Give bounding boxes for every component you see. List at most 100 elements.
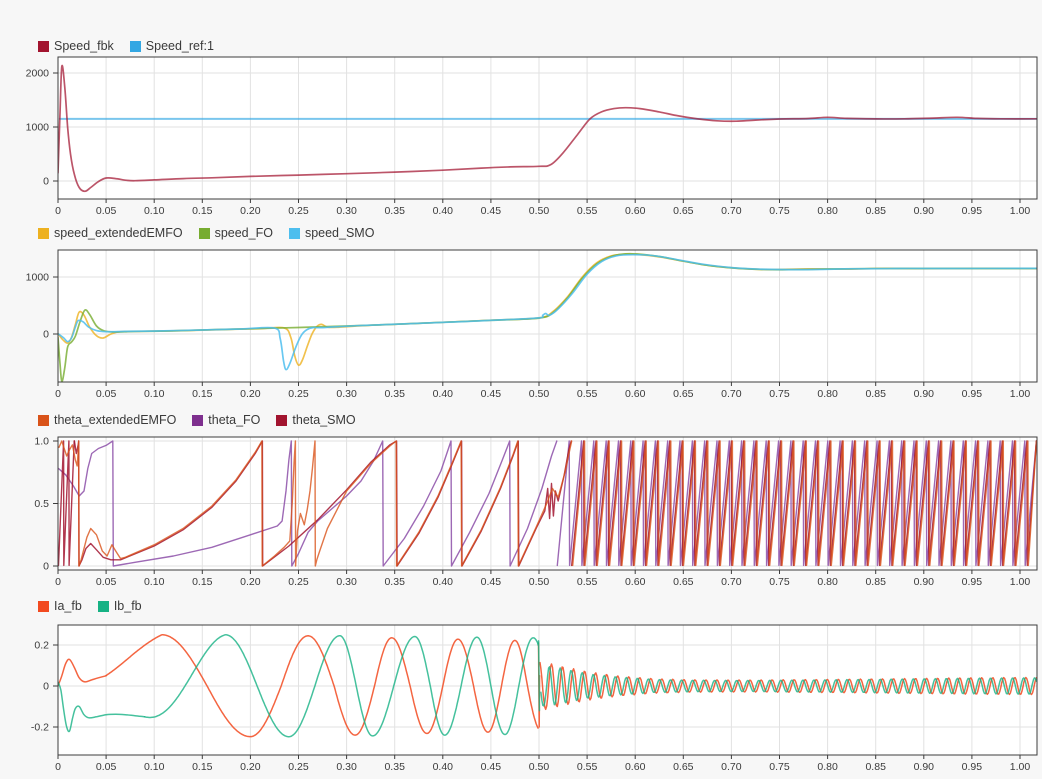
legend-item-speed_extendedEMFO[interactable]: speed_extendedEMFO bbox=[38, 225, 183, 240]
x-tick-label: 1.00 bbox=[1010, 205, 1031, 217]
x-tick-label: 0.15 bbox=[192, 576, 213, 588]
x-tick-label: 0.05 bbox=[96, 761, 117, 773]
chart-theta-observers[interactable]: 0 0.05 0.10 0.15 0.20 0.25 0.30 0.35 0.40 0.45 0.5… bbox=[34, 436, 1038, 589]
y-tick-label: 1.0 bbox=[34, 436, 49, 448]
series-Ib_fb bbox=[58, 681, 146, 733]
x-tick-label: 0.60 bbox=[625, 205, 646, 217]
plot-border bbox=[57, 624, 1038, 756]
x-tick-label: 0.30 bbox=[336, 576, 357, 588]
x-tick-label: 0.75 bbox=[769, 388, 790, 400]
x-tick-label: 0.30 bbox=[336, 205, 357, 217]
series-Ib_fb bbox=[143, 634, 539, 738]
x-tick-label: 0.65 bbox=[673, 388, 694, 400]
x-tick-label: 0 bbox=[55, 576, 61, 588]
x-tick-label: 0.10 bbox=[144, 205, 165, 217]
x-tick-label: 0.90 bbox=[914, 388, 935, 400]
x-tick-label: 1.00 bbox=[1010, 576, 1031, 588]
x-tick-label: 0.65 bbox=[673, 761, 694, 773]
x-tick-label: 1.00 bbox=[1010, 388, 1031, 400]
x-tick-label: 0.50 bbox=[529, 388, 550, 400]
x-tick-label: 0.80 bbox=[817, 388, 838, 400]
x-tick-label: 0.05 bbox=[96, 576, 117, 588]
x-tick-label: 0.50 bbox=[529, 576, 550, 588]
x-tick-label: 0.05 bbox=[96, 205, 117, 217]
legend-label: Ib_fb bbox=[113, 598, 142, 613]
y-tick-label: 2000 bbox=[26, 67, 50, 79]
x-tick-label: 0.45 bbox=[481, 576, 502, 588]
legend-label: speed_extendedEMFO bbox=[54, 225, 183, 240]
x-tick-label: 0.90 bbox=[914, 205, 935, 217]
legend-swatch-icon bbox=[129, 40, 141, 52]
chart-speed-observers[interactable]: 0 0.05 0.10 0.15 0.20 0.25 0.30 0.35 0.40 0.45 0.5… bbox=[26, 249, 1038, 400]
y-tick-label: 0.2 bbox=[34, 640, 49, 652]
x-tick-label: 0.35 bbox=[384, 388, 405, 400]
x-tick-label: 0.45 bbox=[481, 388, 502, 400]
legend-item-theta_FO[interactable]: theta_FO bbox=[192, 413, 260, 427]
x-tick-label: 0.75 bbox=[769, 205, 790, 217]
x-tick-label: 0.20 bbox=[240, 761, 261, 773]
x-tick-label: 0 bbox=[55, 388, 61, 400]
plot-border bbox=[57, 56, 1038, 200]
x-tick-label: 0.50 bbox=[529, 205, 550, 217]
x-tick-label: 0.20 bbox=[240, 388, 261, 400]
x-tick-label: 0.95 bbox=[962, 205, 983, 217]
plot-background[interactable] bbox=[58, 57, 1037, 199]
x-tick-label: 0.90 bbox=[914, 576, 935, 588]
x-tick-label: 0.60 bbox=[625, 388, 646, 400]
y-tick-label: 0 bbox=[43, 561, 49, 573]
legend-speed-feedback: Speed_fbk Speed_ref:1 bbox=[38, 39, 214, 53]
legend-phase-currents: Ia_fb Ib_fb bbox=[38, 599, 142, 613]
x-tick-label: 0.15 bbox=[192, 761, 213, 773]
x-tick-label: 0.75 bbox=[769, 576, 790, 588]
series-Ib_fb bbox=[537, 640, 541, 712]
y-tick-label: 0.5 bbox=[34, 498, 49, 510]
x-tick-label: 0.55 bbox=[577, 205, 598, 217]
x-tick-label: 0.80 bbox=[817, 205, 838, 217]
legend-item-Speed_ref:1[interactable]: Speed_ref:1 bbox=[129, 38, 214, 53]
series-Speed_fbk bbox=[58, 64, 1037, 193]
x-tick-label: 0.35 bbox=[384, 576, 405, 588]
legend-label: Speed_ref:1 bbox=[145, 38, 214, 53]
series-theta_SMO bbox=[58, 440, 75, 567]
y-tick-label: 1000 bbox=[26, 122, 50, 134]
x-tick-label: 0.85 bbox=[865, 576, 886, 588]
legend-item-speed_FO[interactable]: speed_FO bbox=[198, 225, 273, 240]
x-tick-label: 0.20 bbox=[240, 576, 261, 588]
series-theta_SMO bbox=[571, 440, 1037, 567]
x-tick-label: 0.65 bbox=[673, 205, 694, 217]
legend-item-Ia_fb[interactable]: Ia_fb bbox=[38, 599, 82, 613]
x-tick-label: 0.15 bbox=[192, 388, 213, 400]
x-tick-label: 0.70 bbox=[721, 761, 742, 773]
legend-item-theta_extendedEMFO[interactable]: theta_extendedEMFO bbox=[38, 413, 176, 427]
legend-item-Ib_fb[interactable]: Ib_fb bbox=[97, 598, 142, 613]
x-tick-label: 0 bbox=[55, 205, 61, 217]
legend-item-theta_SMO[interactable]: theta_SMO bbox=[276, 412, 356, 427]
legend-item-Speed_fbk[interactable]: Speed_fbk bbox=[38, 39, 114, 53]
series-layer bbox=[58, 634, 1037, 738]
legend-swatch-icon bbox=[97, 600, 109, 612]
x-tick-label: 0.40 bbox=[433, 576, 454, 588]
x-tick-label: 0.65 bbox=[673, 576, 694, 588]
legend-label: speed_FO bbox=[214, 225, 273, 240]
legend-item-speed_SMO[interactable]: speed_SMO bbox=[288, 226, 374, 240]
x-tick-label: 0.20 bbox=[240, 205, 261, 217]
series-Ia_fb bbox=[105, 634, 539, 738]
x-tick-label: 0.05 bbox=[96, 388, 117, 400]
y-tick-label: 0 bbox=[43, 681, 49, 693]
legend-swatch-icon bbox=[38, 414, 49, 426]
y-tick-label: 1000 bbox=[26, 272, 50, 284]
x-tick-label: 0.60 bbox=[625, 761, 646, 773]
legend-label: theta_SMO bbox=[292, 412, 356, 427]
x-tick-label: 0.55 bbox=[577, 388, 598, 400]
series-Ia_fb bbox=[58, 658, 107, 687]
x-tick-label: 0.50 bbox=[529, 761, 550, 773]
chart-speed-feedback[interactable]: 0 0.05 0.10 0.15 0.20 0.25 0.30 0.35 0.40 0.45 0.5… bbox=[26, 56, 1038, 217]
legend-swatch-icon bbox=[38, 227, 49, 239]
x-tick-label: 0.35 bbox=[384, 205, 405, 217]
chart-phase-currents[interactable]: 0 0.05 0.10 0.15 0.20 0.25 0.30 0.35 0.40 0.45 0.5… bbox=[31, 624, 1038, 773]
series-layer bbox=[58, 64, 1037, 193]
x-tick-label: 0.10 bbox=[144, 761, 165, 773]
x-tick-label: 0.40 bbox=[433, 205, 454, 217]
